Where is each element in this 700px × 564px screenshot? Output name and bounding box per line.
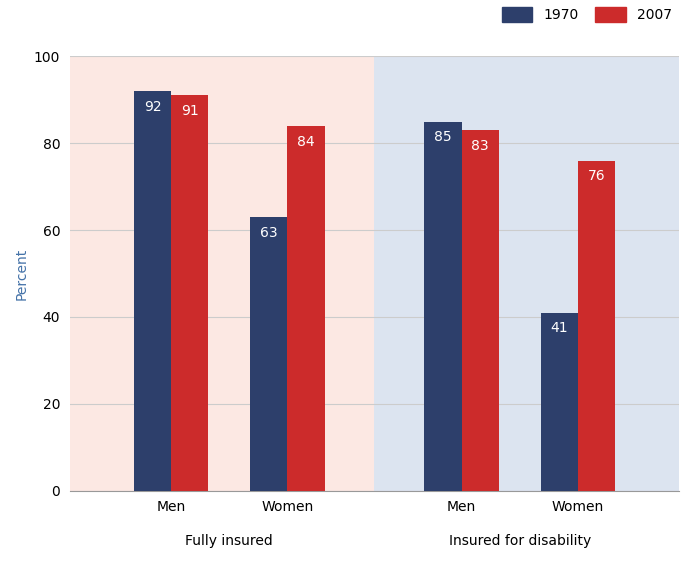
Legend: 1970, 2007: 1970, 2007 [502,7,672,22]
Y-axis label: Percent: Percent [14,248,28,299]
Bar [424,122,462,491]
Text: 91: 91 [181,104,199,118]
Text: Insured for disability: Insured for disability [449,534,591,548]
Bar [374,56,679,491]
Text: 76: 76 [588,169,606,183]
Text: 92: 92 [144,100,161,114]
Text: 85: 85 [434,130,452,144]
Text: Fully insured: Fully insured [186,534,273,548]
Bar [250,217,287,491]
Bar [540,312,578,491]
Bar [578,161,615,491]
Text: 41: 41 [550,321,568,336]
Bar [462,130,499,491]
Bar [287,126,325,491]
Text: 83: 83 [471,139,489,153]
Bar [171,95,209,491]
Bar [134,91,171,491]
Text: 84: 84 [297,135,315,148]
Bar [70,56,375,491]
Text: 63: 63 [260,226,278,240]
